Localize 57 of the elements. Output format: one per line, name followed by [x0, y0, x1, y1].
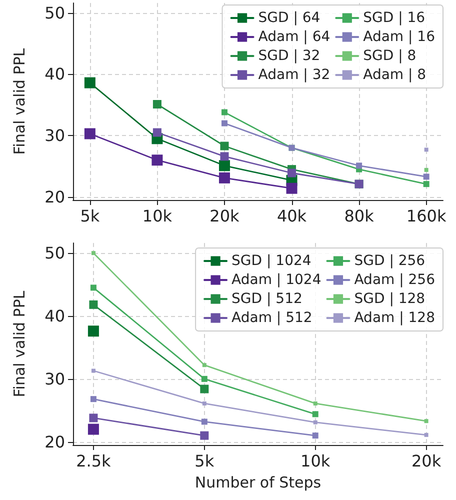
x-tick-label: 160k	[406, 206, 447, 226]
legend-label: Adam | 256	[354, 272, 436, 288]
point	[200, 384, 209, 394]
x-tick-label: 10k	[142, 206, 173, 226]
point	[90, 284, 96, 291]
x-tick-label: 80k	[344, 206, 375, 226]
point	[88, 326, 99, 337]
point	[312, 411, 318, 418]
point	[201, 418, 208, 425]
legend-label: SGD | 256	[354, 253, 426, 269]
legend-label: SGD | 128	[354, 291, 426, 307]
x-tick-label: 5k	[194, 452, 215, 470]
point	[91, 368, 96, 373]
legend-label: Adam | 32	[258, 67, 330, 83]
legend-label: Adam | 1024	[232, 272, 322, 288]
y-tick-label: 40	[44, 64, 65, 84]
legend-label: SGD | 64	[258, 10, 320, 26]
legend-label: SGD | 512	[232, 291, 302, 307]
legend-label: SGD | 16	[363, 10, 426, 26]
point	[200, 431, 209, 440]
point	[313, 401, 318, 406]
point	[89, 414, 98, 422]
point	[89, 300, 98, 309]
legend-label: Adam | 512	[232, 310, 312, 326]
point	[202, 363, 206, 368]
y-tick-label: 50	[44, 244, 65, 263]
point	[424, 432, 428, 437]
y-tick-label: 30	[44, 369, 65, 388]
y-tick-label: 20	[44, 432, 65, 452]
point	[88, 424, 99, 435]
point	[312, 432, 318, 439]
legend-label: SGD | 1024	[232, 253, 312, 269]
legend-label: SGD | 8	[363, 48, 416, 64]
point	[90, 396, 96, 402]
point	[424, 419, 428, 424]
y-tick-label: 20	[44, 187, 65, 206]
legend-label: Adam | 128	[354, 310, 436, 326]
legend-label: Adam | 64	[258, 29, 330, 45]
y-tick-label: 30	[44, 126, 65, 146]
y-tick-label: 50	[44, 3, 65, 22]
y-axis-title: Final valid PPL	[10, 48, 28, 155]
x-tick-label: 40k	[276, 206, 308, 226]
point	[313, 420, 318, 424]
x-tick-label: 10k	[300, 452, 331, 470]
x-tick-label: 2.5k	[76, 452, 112, 470]
legend-label: Adam | 8	[363, 67, 426, 83]
point	[91, 251, 96, 256]
point	[201, 376, 208, 382]
x-tick-label: 20k	[411, 452, 442, 470]
y-axis-title: Final valid PPL	[10, 290, 28, 398]
x-tick-label: 5k	[80, 206, 100, 226]
point	[202, 401, 206, 406]
x-tick-label: 20k	[210, 206, 240, 226]
legend-label: SGD | 32	[258, 48, 320, 64]
y-tick-label: 40	[44, 306, 65, 326]
x-axis-title: Number of Steps	[194, 474, 322, 492]
legend-label: Adam | 16	[363, 29, 436, 45]
